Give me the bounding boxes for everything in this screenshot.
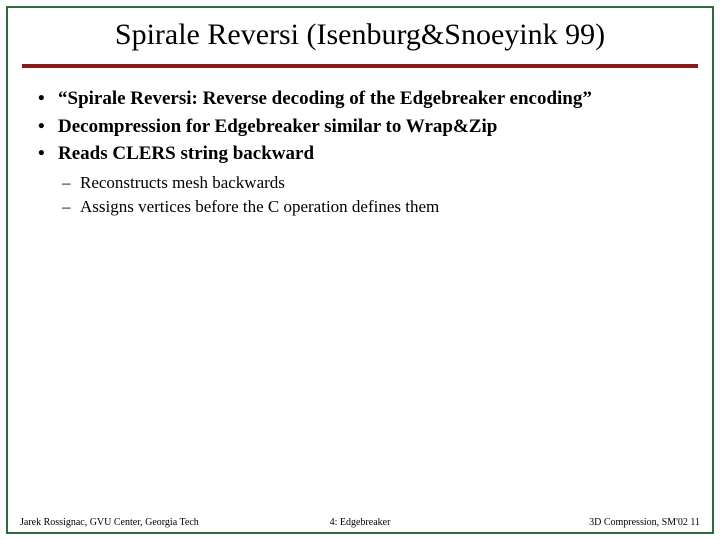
bullet-item: Decompression for Edgebreaker similar to… (32, 114, 688, 140)
footer: Jarek Rossignac, GVU Center, Georgia Tec… (20, 517, 700, 528)
sub-bullet-item: Reconstructs mesh backwards (32, 171, 688, 195)
slide-title: Spirale Reversi (Isenburg&Snoeyink 99) (0, 18, 720, 52)
slide: Spirale Reversi (Isenburg&Snoeyink 99) “… (0, 0, 720, 540)
bullet-item: “Spirale Reversi: Reverse decoding of th… (32, 86, 688, 112)
sub-bullet-item: Assigns vertices before the C operation … (32, 195, 688, 219)
footer-left: Jarek Rossignac, GVU Center, Georgia Tec… (20, 517, 199, 528)
sub-bullet-list: Reconstructs mesh backwards Assigns vert… (32, 171, 688, 219)
content-area: “Spirale Reversi: Reverse decoding of th… (32, 86, 688, 219)
bullet-item: Reads CLERS string backward (32, 141, 688, 167)
footer-right: 3D Compression, SM'02 11 (589, 517, 700, 528)
bullet-list: “Spirale Reversi: Reverse decoding of th… (32, 86, 688, 167)
title-underline (22, 64, 698, 68)
